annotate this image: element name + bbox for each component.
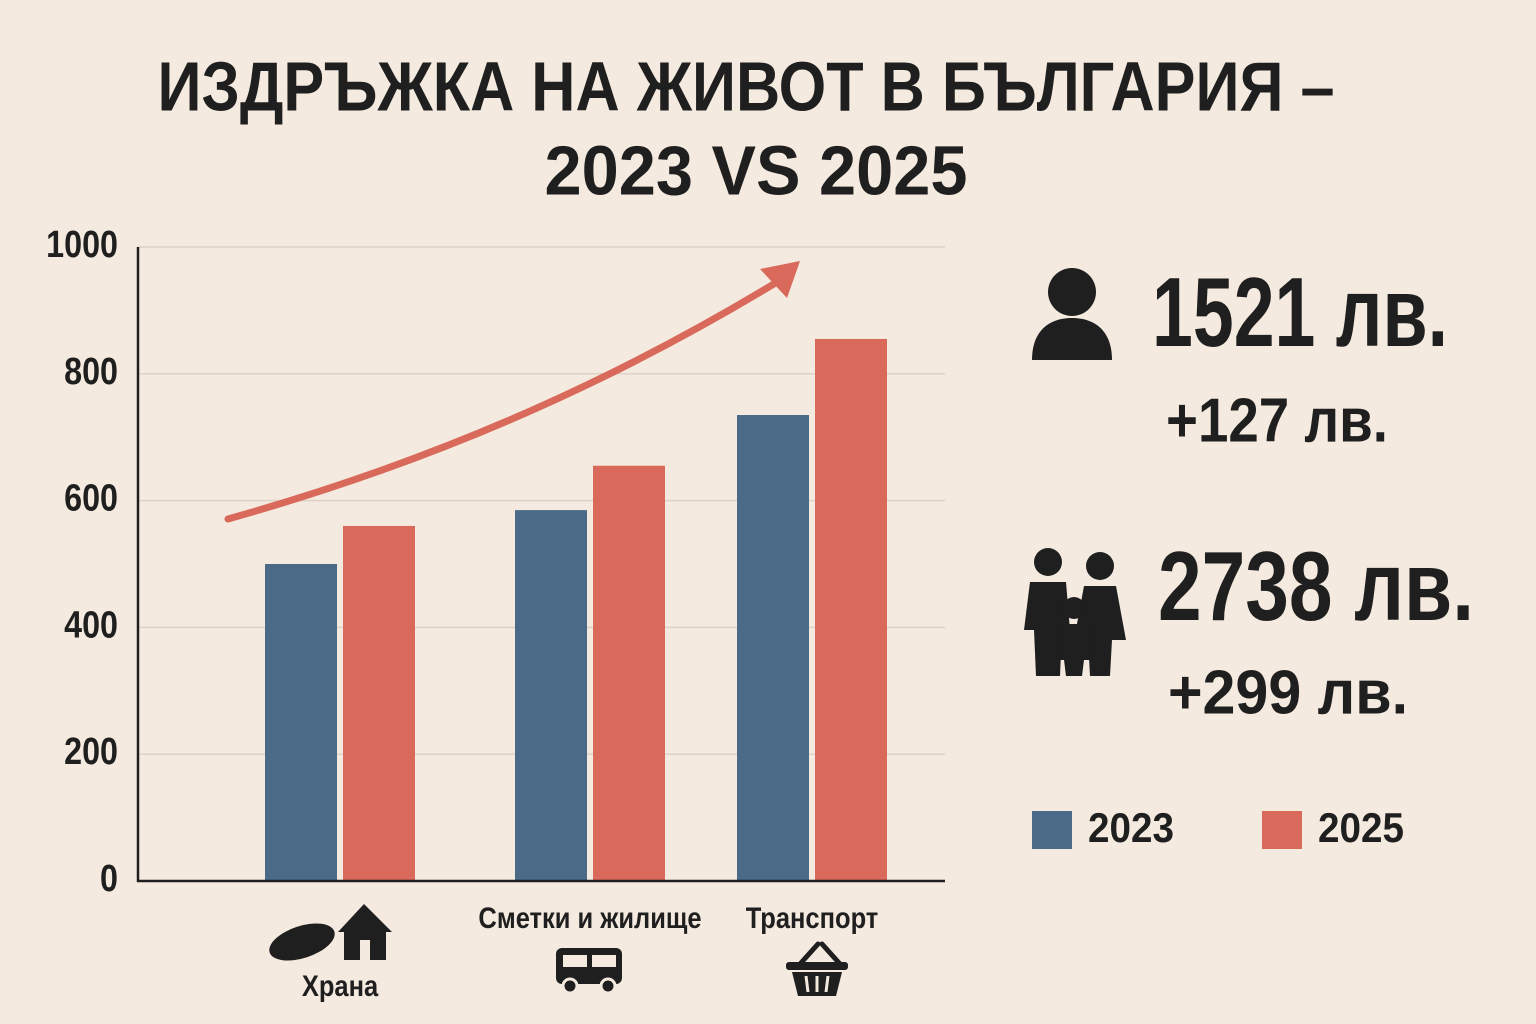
parent-head (1034, 548, 1062, 576)
y-tick-label: 0 (100, 858, 118, 900)
basket-slats (804, 975, 830, 993)
parent-body (1074, 586, 1126, 676)
basket-rim (786, 962, 848, 970)
bus-wheel (561, 977, 579, 995)
bar (265, 564, 337, 881)
bar (737, 415, 809, 881)
legend-label: 2023 (1088, 804, 1174, 851)
stat-change: +127 лв. (1166, 386, 1388, 455)
x-tick-label: Храна (302, 969, 379, 1002)
legend-label: 2025 (1318, 804, 1404, 851)
bus-window (592, 955, 616, 967)
bus-wheel (599, 977, 617, 995)
trend-arrowhead (760, 261, 800, 298)
parent-head (1086, 552, 1114, 580)
legend-swatch (1032, 811, 1072, 849)
stat-change: +299 лв. (1168, 658, 1408, 727)
y-tick-label: 800 (64, 350, 118, 392)
title-line: ИЗДРЪЖКА НА ЖИВОТ В БЪЛГАРИЯ – (158, 47, 1335, 125)
stat-value: 2738 лв. (1158, 531, 1474, 641)
person-body (1032, 318, 1112, 360)
trend-arrow (224, 275, 786, 523)
bread-icon (269, 923, 335, 961)
bar (515, 510, 587, 881)
x-tick-label: Сметки и жилище (478, 901, 701, 934)
bus-window (563, 955, 587, 967)
house-door (360, 940, 370, 960)
bar (343, 525, 415, 881)
basket-handle (797, 941, 843, 967)
y-tick-label: 400 (64, 604, 118, 646)
food-icons (269, 904, 392, 961)
y-tick-label: 1000 (46, 224, 118, 266)
title-line: 2023 VS 2025 (545, 131, 968, 209)
legend-swatch (1262, 811, 1302, 849)
bus-icon (556, 948, 622, 995)
child-body (1058, 624, 1090, 676)
basket-icon (786, 941, 848, 996)
bar (815, 338, 887, 881)
bar (593, 465, 665, 881)
y-tick-label: 600 (64, 477, 118, 519)
family-icon (1024, 548, 1126, 676)
house-icon (338, 904, 392, 960)
x-tick-label: Транспорт (746, 901, 879, 934)
person-icon (1032, 268, 1112, 360)
person-head (1048, 268, 1096, 316)
stat-value: 1521 лв. (1152, 257, 1448, 367)
y-tick-label: 200 (64, 731, 118, 773)
child-head (1063, 597, 1085, 619)
